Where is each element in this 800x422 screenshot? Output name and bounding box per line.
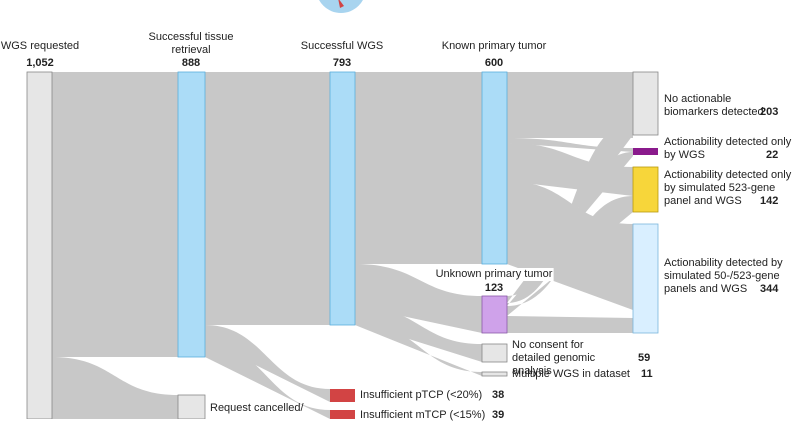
node-cancelled (177, 394, 206, 419)
label-cancelled: Request cancelled/ (210, 402, 304, 414)
node-ptcp (330, 389, 355, 402)
count-retrieval: 888 (181, 57, 201, 69)
node-panel523 (632, 166, 659, 213)
label-known: Known primary tumor (441, 40, 547, 52)
count-only-wgs: 22 (766, 149, 779, 161)
count-panel523: 142 (760, 195, 779, 207)
node-requested (26, 71, 53, 419)
flow-unknown-to-onlywgs (507, 152, 633, 306)
flow-wgs-to-known (355, 72, 482, 264)
label-requested: WGS requested (0, 40, 80, 52)
count-requested: 1,052 (26, 57, 54, 69)
label-panel523: Actionability detected only by simulated… (664, 169, 792, 207)
count-known: 600 (484, 57, 504, 69)
flow-wgs-to-unknown (355, 264, 482, 333)
label-retrieval: Successful tissue retrieval (148, 31, 234, 56)
count-wgs: 793 (332, 57, 352, 69)
flow-retrieval-to-wgs (205, 72, 330, 325)
node-panel50 (632, 223, 659, 334)
flow-known-to-noactionable (507, 72, 633, 138)
label-panel50: Actionability detected by simulated 50-/… (664, 257, 783, 295)
flow-unknown-to-panel523 (507, 196, 633, 316)
count-ptcp: 38 (492, 389, 505, 401)
node-retrieval (177, 71, 206, 358)
label-multiple: Multiple WGS in dataset (512, 368, 630, 380)
flow-unknown-to-panel50 (507, 316, 633, 333)
label-no-consent: No consent for detailed genomic analysis (512, 339, 596, 377)
node-mtcp (330, 410, 355, 419)
label-only-wgs: Actionability detected only by WGS (664, 136, 792, 161)
flow-unknown-to-noactionable (507, 122, 633, 303)
flow-wgs-to-noconsent (355, 306, 482, 362)
node-unknown (481, 295, 508, 334)
count-multiple: 11 (641, 368, 653, 380)
node-wgs (329, 71, 356, 326)
label-no-actionable: No actionable biomarkers detected (664, 93, 764, 118)
flow-requested-to-cancelled (52, 357, 178, 419)
count-mtcp: 39 (492, 409, 505, 421)
flow-retrieval-to-mtcp (205, 340, 330, 419)
label-unknown: Unknown primary tumor (434, 268, 554, 281)
count-no-consent: 59 (638, 352, 651, 364)
flow-requested-to-retrieval (52, 72, 178, 357)
node-noconsent (481, 343, 508, 363)
node-known (481, 71, 508, 265)
node-noactionable (632, 71, 659, 136)
count-panel50: 344 (760, 283, 779, 295)
label-mtcp: Insufficient mTCP (<15%) (360, 409, 486, 421)
flow-known-to-panel50 (507, 181, 633, 310)
top-badge-mark-icon (338, 0, 344, 8)
label-ptcp: Insufficient pTCP (<20%) (360, 389, 483, 401)
label-wgs: Successful WGS (300, 40, 384, 52)
count-no-actionable: 203 (760, 106, 779, 118)
flow-retrieval-to-ptcp (205, 325, 330, 402)
node-multiple (481, 371, 508, 377)
node-onlywgs (633, 148, 658, 155)
flow-wgs-to-multiple (355, 322, 482, 376)
count-unknown: 123 (484, 282, 504, 294)
